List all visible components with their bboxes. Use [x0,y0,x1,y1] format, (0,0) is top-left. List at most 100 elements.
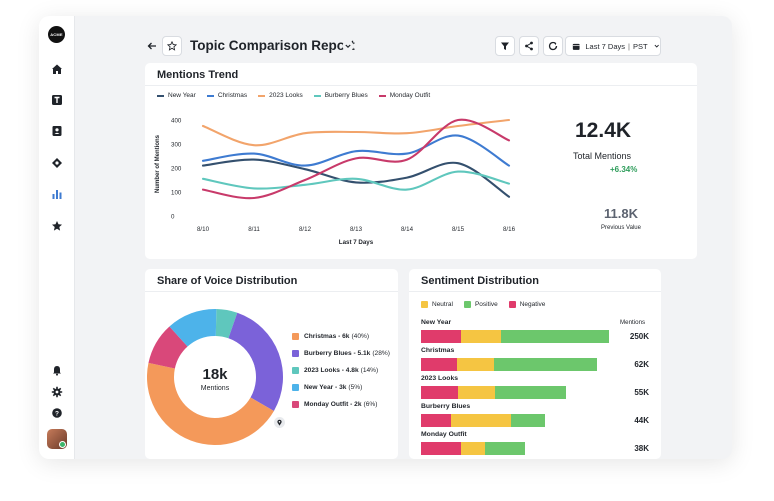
delta-badge: +6.34% [610,165,638,174]
bar-segment-neutral[interactable] [451,414,511,427]
row-label: New Year [421,319,452,326]
legend-item-2023-looks[interactable]: 2023 Looks - 4.8k (14%) [292,365,390,375]
legend-label: Christmas [217,92,248,99]
bar-chart-icon[interactable] [48,185,66,203]
legend-item-negative[interactable]: Negative [508,301,546,308]
donut-slice-christmas[interactable] [146,362,274,446]
gear-icon[interactable] [48,383,66,401]
legend-item-burberry-blues[interactable]: Burberry Blues - 5.1k (28%) [292,348,390,358]
pin-icon[interactable] [274,417,285,428]
help-icon[interactable]: ? [48,404,66,422]
share-of-voice-card: Share of Voice Distribution 18k Mentions … [145,269,398,459]
series-line-burberry-blues[interactable] [201,170,511,191]
stacked-bar-new-year[interactable] [421,330,609,343]
x-tick-label: 8/10 [197,226,210,233]
legend-label: Monday Outfit - 2k [304,400,362,408]
bar-segment-negative[interactable] [421,386,458,399]
shape-icon[interactable] [48,154,66,172]
legend-label: Monday Outfit [389,92,431,99]
row-value: 250K [629,332,649,341]
share-of-voice-donut: 18k Mentions [146,309,283,446]
legend-item-burberry-blues[interactable]: Burberry Blues [313,92,368,99]
series-line-2023-looks[interactable] [201,118,511,147]
mentions-trend-card: Mentions Trend New Year Christmas 2023 Loo… [145,63,697,259]
legend-label: Christmas - 6k [304,332,350,340]
legend-item-2023-looks[interactable]: 2023 Looks [258,92,303,99]
star-icon[interactable] [48,217,66,235]
filter-button[interactable] [495,36,515,56]
row-label: Burberry Blues [421,403,471,410]
row-value: 44K [634,416,649,425]
stacked-bar-monday-outfit[interactable] [421,442,525,455]
bar-segment-neutral[interactable] [461,330,501,343]
series-line-new-year[interactable] [201,158,511,198]
home-icon[interactable] [48,60,66,78]
share-button[interactable] [519,36,539,56]
legend-label: 2023 Looks - 4.8k [304,366,359,374]
date-range-label: Last 7 Days [585,41,625,51]
refresh-icon [548,41,558,51]
legend-item-christmas[interactable]: Christmas - 6k (40%) [292,331,390,341]
donut-slice-burberry-blues[interactable] [228,312,283,411]
legend-swatch [292,332,299,340]
stacked-bar-2023-looks[interactable] [421,386,566,399]
bar-segment-negative[interactable] [421,442,461,455]
y-tick-label: 200 [171,166,182,173]
stacked-bar-christmas[interactable] [421,358,597,371]
total-mentions-label: Total Mentions [573,151,632,161]
legend-swatch [421,301,428,308]
bar-segment-neutral[interactable] [457,358,494,371]
legend-item-new-year[interactable]: New Year [157,92,196,99]
bell-icon[interactable] [48,361,66,379]
bar-segment-positive[interactable] [495,386,566,399]
date-range-selector[interactable]: Last 7 Days | PST [565,36,661,56]
stacked-bar-burberry-blues[interactable] [421,414,545,427]
legend-swatch [292,349,299,357]
bar-segment-neutral[interactable] [461,442,485,455]
donut-slice-new-year[interactable] [169,309,217,347]
bar-segment-positive[interactable] [485,442,525,455]
donut-slice-monday-outfit[interactable] [148,326,188,369]
legend-percent: (6%) [363,400,378,408]
legend-swatch [292,400,299,408]
legend-item-new-year[interactable]: New Year - 3k (5%) [292,382,390,392]
bar-segment-positive[interactable] [494,358,597,371]
series-line-monday-outfit[interactable] [201,118,511,200]
legend-label: Negative [519,301,546,308]
bar-segment-neutral[interactable] [458,386,495,399]
page-title: Topic Comparison Report [190,38,355,53]
legend-swatch [157,94,164,97]
legend-item-monday-outfit[interactable]: Monday Outfit [378,92,431,99]
legend-item-monday-outfit[interactable]: Monday Outfit - 2k (6%) [292,399,390,409]
legend-swatch [206,94,214,97]
text-icon[interactable] [48,91,66,109]
back-arrow-icon[interactable] [145,39,159,53]
favorite-button[interactable] [162,36,182,56]
x-axis-label: Last 7 Days [339,239,374,246]
legend-item-positive[interactable]: Positive [463,301,498,308]
refresh-button[interactable] [543,36,563,56]
bar-segment-negative[interactable] [421,414,451,427]
contact-card-icon[interactable] [48,122,66,140]
series-line-christmas[interactable] [201,134,511,167]
donut-legend: Christmas - 6k (40%) Burberry Blues - 5.1k… [292,331,390,416]
avatar[interactable] [47,429,67,449]
bar-segment-negative[interactable] [421,358,457,371]
bar-segment-negative[interactable] [421,330,461,343]
x-tick-label: 8/14 [401,226,414,233]
title-dropdown-button[interactable] [341,39,355,53]
chevron-down-icon [342,40,354,52]
logo[interactable]: ACME [48,26,65,43]
sentiment-legend: Neutral Positive Negative [421,301,556,308]
y-tick-label: 400 [171,118,182,125]
legend-item-neutral[interactable]: Neutral [421,301,453,308]
bar-segment-positive[interactable] [501,330,609,343]
legend-label: Positive [474,301,498,308]
legend-item-christmas[interactable]: Christmas [206,92,248,99]
legend-swatch [508,301,516,308]
legend-swatch [463,301,471,308]
legend-label: 2023 Looks [269,92,303,99]
bar-segment-positive[interactable] [511,414,545,427]
x-tick-label: 8/11 [248,226,260,233]
donut-slice-2023-looks[interactable] [215,309,238,339]
